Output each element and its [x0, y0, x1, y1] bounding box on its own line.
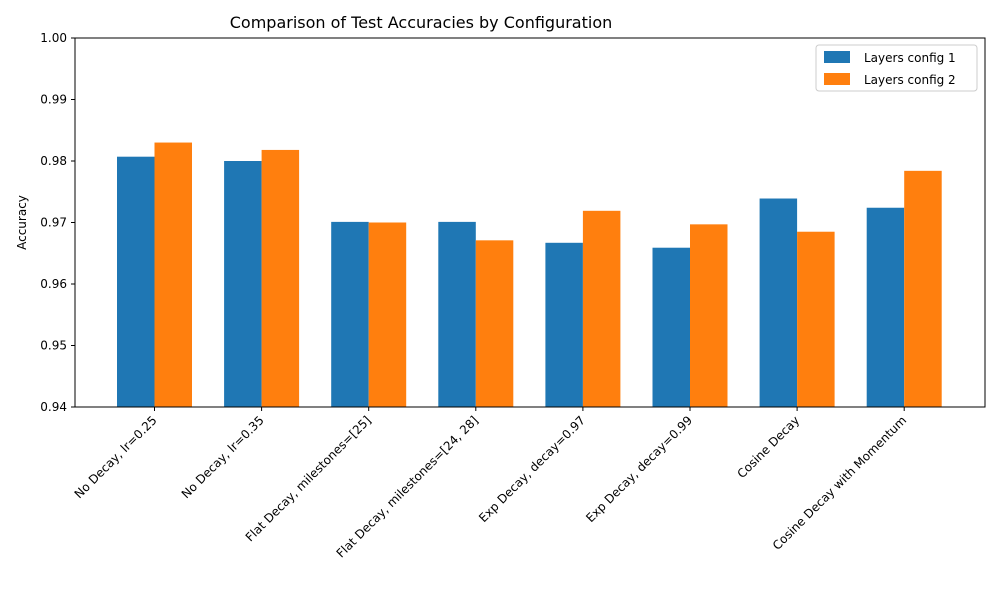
bar-series-2-4 [475, 240, 514, 407]
legend-swatch-series-2 [824, 73, 850, 85]
bar-series-1-3 [331, 221, 369, 407]
x-tick-label-7: Cosine Decay [734, 413, 802, 481]
y-tick-label-5: 0.98 [40, 154, 67, 168]
bar-series-2-3 [368, 222, 407, 407]
bar-series-2-2 [261, 149, 300, 407]
y-tick-label-3: 0.96 [40, 277, 67, 291]
x-tick-label-6: Exp Decay, decay=0.99 [583, 413, 695, 525]
legend-label-series-2: Layers config 2 [864, 73, 956, 87]
bar-series-2-5 [582, 210, 621, 407]
bar-series-1-8 [866, 207, 905, 407]
bar-series-2-1 [154, 142, 192, 408]
bar-series-2-6 [690, 224, 728, 407]
legend: Layers config 1 Layers config 2 [815, 44, 978, 92]
y-tick-label-2: 0.95 [40, 339, 67, 353]
y-tick-label-6: 0.99 [40, 93, 67, 107]
bar-series-1-7 [759, 198, 798, 407]
bar-series-1-5 [545, 242, 583, 407]
x-tick-label-3: Flat Decay, milestones=[25] [243, 413, 374, 544]
bar-series-1-4 [438, 221, 476, 407]
x-tick-label-1: No Decay, lr=0.25 [72, 413, 160, 501]
bar-series-2-7 [797, 231, 835, 407]
y-tick-label-1: 0.94 [40, 400, 67, 414]
chart-title: Comparison of Test Accuracies by Configu… [230, 13, 613, 32]
bars-group [117, 142, 942, 408]
legend-label-series-1: Layers config 1 [864, 51, 956, 65]
y-axis-label: Accuracy [15, 195, 29, 250]
x-tick-label-5: Exp Decay, decay=0.97 [476, 413, 588, 525]
bar-series-1-6 [652, 247, 690, 407]
y-axis: 0.94 0.95 0.96 0.97 0.98 0.99 1.00 [40, 31, 75, 414]
legend-swatch-series-1 [824, 51, 850, 63]
bar-series-1-2 [224, 161, 262, 407]
x-tick-label-2: No Decay, lr=0.35 [179, 413, 267, 501]
bar-series-2-8 [904, 170, 942, 407]
y-tick-label-4: 0.97 [40, 216, 67, 230]
bar-series-1-1 [117, 156, 155, 407]
plot-frame [74, 37, 986, 408]
y-tick-label-7: 1.00 [40, 31, 67, 45]
legend-frame [815, 44, 978, 92]
